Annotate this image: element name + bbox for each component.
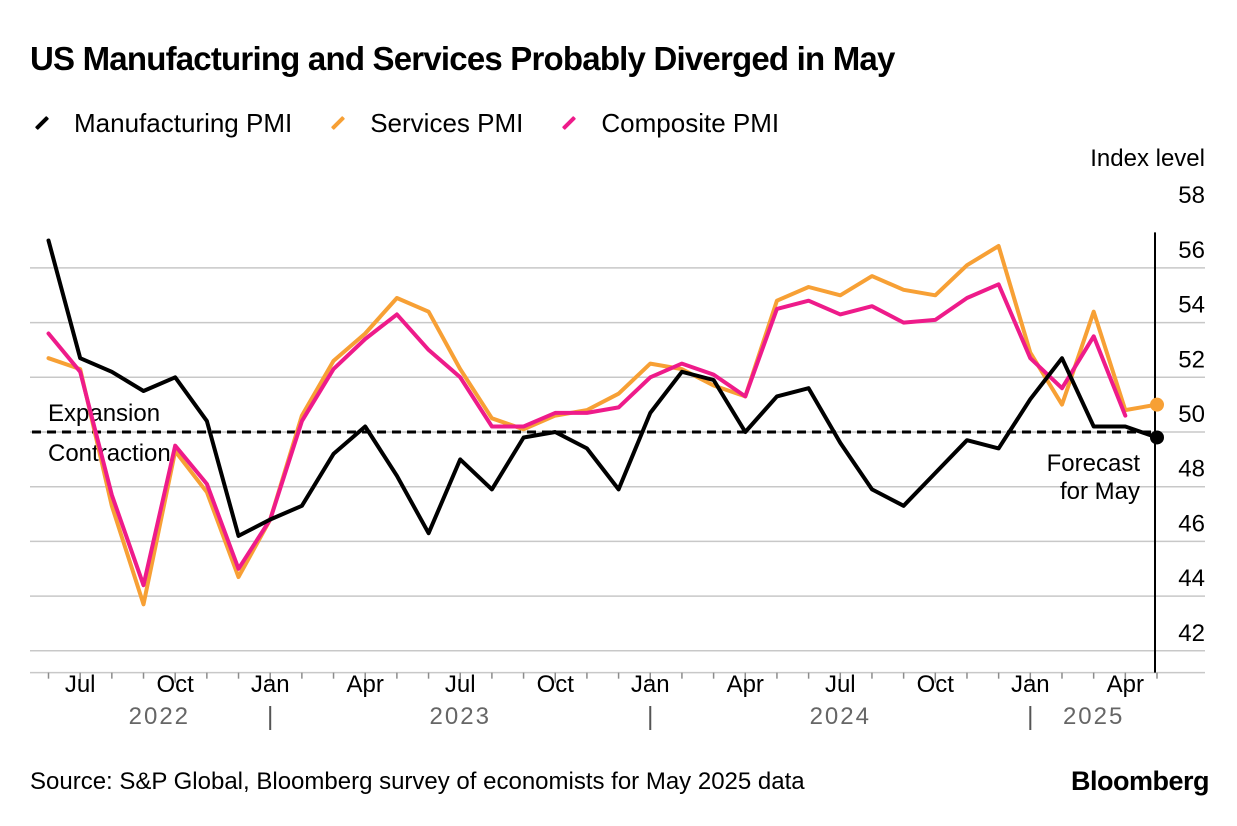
y-tick-label-46: 46 (1178, 510, 1205, 537)
year-label-2024: 2024 (810, 703, 871, 730)
legend-item-composite: Composite PMI (557, 108, 779, 139)
y-tick-label-48: 48 (1178, 456, 1205, 483)
year-label-2025: 2025 (1063, 703, 1124, 730)
contraction-label: Contraction (48, 440, 171, 467)
source-note: Source: S&P Global, Bloomberg survey of … (30, 768, 805, 795)
y-tick-label-44: 44 (1178, 565, 1205, 592)
pmi-line-chart: 42 44 46 48 50 52 54 56 58 Index level Jul Oct Jan Ap… (30, 145, 1205, 730)
bloomberg-logo: Bloomberg (1070, 766, 1210, 796)
x-tick-label-2023-04: Apr (347, 671, 384, 698)
x-tick-label-2024-04: Apr (727, 671, 764, 698)
year-label-2022: 2022 (129, 703, 190, 730)
legend-label-services: Services PMI (370, 107, 524, 138)
y-tick-label-52: 52 (1178, 346, 1205, 373)
x-tick-label-2023-01: Jan (251, 671, 290, 698)
x-tick-label-2022-10: Oct (157, 671, 195, 698)
series-line-composite-pmi (46, 282, 1128, 588)
legend-label-composite: Composite PMI (601, 107, 780, 138)
x-tick-label-2024-01: Jan (631, 671, 670, 698)
x-tick-label-2023-10: Oct (537, 671, 575, 698)
x-tick-label-2024-07: Jul (825, 671, 856, 698)
series-line-manufacturing-pmi (46, 238, 1159, 538)
chart-title: US Manufacturing and Services Probably D… (30, 40, 895, 77)
x-tick-label-2023-07: Jul (445, 671, 476, 698)
legend: Manufacturing PMI Services PMI Composite… (30, 105, 813, 141)
y-tick-label-58: 58 (1178, 182, 1205, 209)
legend-item-manufacturing: Manufacturing PMI (30, 108, 292, 139)
x-tick-label-2022-07: Jul (65, 671, 96, 698)
forecast-label-line2: for May (1060, 478, 1140, 505)
year-label-2023: 2023 (430, 703, 491, 730)
expansion-label: Expansion (48, 400, 160, 427)
series-line-services-pmi (46, 244, 1159, 607)
manufacturing-forecast-point (1150, 430, 1164, 445)
services-forecast-point (1150, 397, 1164, 412)
forecast-label-line1: Forecast (1047, 450, 1141, 477)
y-tick-label-50: 50 (1178, 401, 1205, 428)
y-tick-label-54: 54 (1178, 292, 1205, 319)
x-tick-label-2025-04: Apr (1107, 671, 1144, 698)
legend-label-manufacturing: Manufacturing PMI (74, 107, 293, 138)
x-tick-label-2024-10: Oct (917, 671, 955, 698)
y-tick-label-42: 42 (1178, 620, 1205, 647)
legend-item-services: Services PMI (326, 108, 523, 139)
y-tick-label-56: 56 (1178, 237, 1205, 264)
y-axis-label: Index level (1090, 145, 1205, 172)
x-tick-label-2025-01: Jan (1011, 671, 1050, 698)
